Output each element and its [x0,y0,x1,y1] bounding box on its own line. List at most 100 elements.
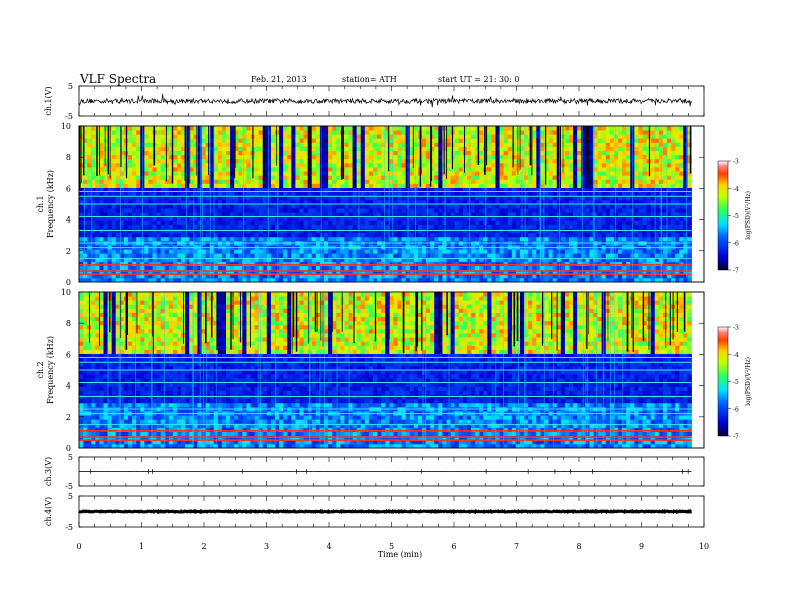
psd-cell [560,261,566,266]
psd-cell [422,130,427,135]
psd-cell [442,199,447,205]
psd-cell [168,249,174,254]
psd-cell [397,134,402,139]
psd-cell [181,253,186,258]
psd-cell [181,269,186,275]
psd-cell [544,154,549,160]
psd-cell [573,253,578,258]
psd-cell [189,158,194,164]
psd-cell [475,220,480,225]
psd-cell [262,162,268,168]
psd-cell [160,199,166,205]
psd-cell [368,183,374,188]
psd-cell [287,171,292,176]
psd-cell [430,175,435,180]
psd-cell [91,261,96,266]
psd-cell [307,212,313,217]
psd-cell [148,191,153,197]
psd-cell [234,199,239,205]
psd-cell [291,257,296,262]
psd-cell [483,220,488,225]
psd-cell [315,257,321,262]
psd-cell [119,224,125,230]
psd-cell [442,249,447,254]
psd-cell [377,257,382,262]
psd-cell [487,269,492,275]
psd-cell [315,204,321,209]
psd-cell [111,158,117,164]
psd-cell [123,191,129,197]
psd-cell [275,257,280,262]
psd-cell [217,208,223,213]
psd-cell [258,171,264,176]
psd-cell [79,162,84,168]
psd-cell [115,191,121,197]
psd-cell [352,273,358,279]
psd-cell [95,253,100,258]
psd-cell [144,154,149,160]
psd-cell [507,277,513,283]
psd-cell [385,236,390,242]
psd-cell [373,269,378,275]
psd-cell [193,277,198,283]
psd-cell [221,167,227,172]
psd-cell [319,187,325,193]
psd-cell [393,265,398,271]
psd-cell [234,208,239,213]
psd-cell [573,175,578,180]
psd-cell [217,212,223,217]
psd-cell [389,224,394,230]
psd-cell [556,175,562,180]
psd-cell [340,257,345,262]
psd-cell [344,269,349,275]
psd-cell [189,253,194,258]
psd-cell [299,138,304,143]
psd-cell [577,253,582,258]
psd-cell [119,277,125,283]
psd-cell [532,265,537,271]
psd-cell [417,195,423,201]
psd-cell [385,146,390,152]
psd-cell [589,249,594,254]
psd-cell [548,232,554,238]
psd-cell [115,257,121,262]
psd-cell [115,187,121,193]
psd-cell [193,134,198,139]
psd-cell [511,220,517,225]
psd-cell [466,134,472,139]
psd-cell [332,253,337,258]
psd-cell [193,253,198,258]
psd-cell [364,204,370,209]
psd-cell [303,212,309,217]
psd-cell [177,171,182,176]
psd-cell [507,199,513,205]
psd-cell [99,183,104,188]
psd-cell [405,277,411,283]
psd-cell [483,204,488,209]
psd-cell [401,273,407,279]
psd-cell [454,142,460,147]
psd-cell [279,273,284,279]
psd-cell [458,175,464,180]
psd-cell [303,232,309,238]
psd-cell [279,187,284,193]
psd-cell [552,162,558,168]
psd-cell [324,253,329,258]
psd-cell [160,232,166,238]
psd-cell [91,195,96,201]
psd-cell [458,167,464,172]
psd-cell [422,265,427,271]
psd-cell [352,142,358,147]
psd-cell [446,191,451,197]
psd-cell [128,167,133,172]
psd-cell [160,179,166,184]
psd-cell [434,232,439,238]
psd-cell [283,220,288,225]
psd-cell [262,249,268,254]
psd-cell [507,224,513,230]
psd-cell [234,273,239,279]
psd-cell [422,212,427,217]
psd-cell [511,138,517,143]
psd-cell [495,167,500,172]
psd-cell [348,162,353,168]
